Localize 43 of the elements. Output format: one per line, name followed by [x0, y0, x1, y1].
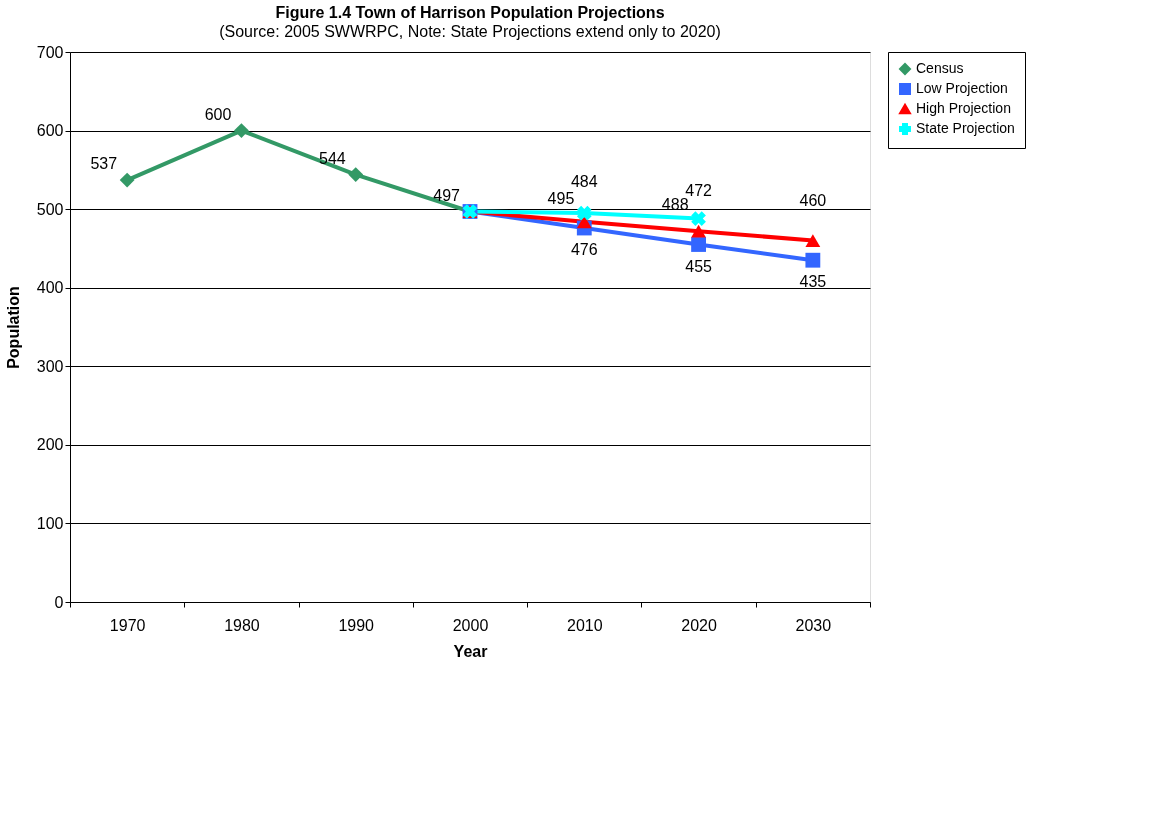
legend-label: High Projection [916, 100, 1011, 116]
data-label: 544 [319, 149, 346, 167]
y-tick-label: 500 [36, 200, 64, 218]
point [805, 234, 821, 247]
data-label: 600 [204, 105, 232, 123]
point [691, 224, 706, 238]
x-tick-label: 1970 [109, 616, 146, 634]
point [576, 215, 592, 229]
legend-label: Low Projection [916, 80, 1008, 96]
y-tick-label: 200 [36, 436, 64, 454]
data-label: 537 [90, 155, 118, 173]
legend-label: State Projection [916, 120, 1015, 136]
x-tick-label: 1980 [224, 616, 260, 634]
x-tick-label: 2000 [452, 616, 489, 634]
y-tick-label: 300 [36, 357, 64, 375]
y-axis-title: Population [4, 286, 22, 369]
data-label: 476 [570, 241, 598, 258]
data-label: 484 [570, 172, 598, 190]
point [691, 211, 706, 226]
x-tick-label: 1990 [338, 616, 375, 634]
y-tick-label: 600 [36, 122, 64, 140]
point [348, 167, 364, 182]
point [805, 252, 821, 268]
point [691, 237, 706, 252]
data-label: 460 [799, 191, 827, 209]
data-label: 495 [547, 190, 575, 208]
x-tick-label: 2030 [795, 616, 832, 634]
point [119, 172, 135, 188]
x-axis-title: Year [453, 642, 488, 660]
legend-label: Census [916, 60, 964, 76]
x-tick-label: 2020 [681, 616, 717, 634]
chart-title: Figure 1.4 Town of Harrison Population Projections [275, 4, 665, 21]
y-tick-label: 700 [36, 43, 64, 61]
chart-subtitle: (Source: 2005 SWWRPC, Note: State Projections extend only to 2020) [219, 23, 721, 40]
data-label: 455 [685, 257, 713, 275]
point [234, 123, 249, 138]
x-tick-label: 2010 [566, 616, 603, 634]
data-label: 497 [433, 186, 461, 204]
point [576, 205, 592, 221]
y-tick-label: 100 [36, 514, 64, 532]
y-tick-label: 0 [54, 593, 64, 611]
data-label: 435 [799, 273, 827, 291]
y-tick-label: 400 [36, 279, 64, 297]
